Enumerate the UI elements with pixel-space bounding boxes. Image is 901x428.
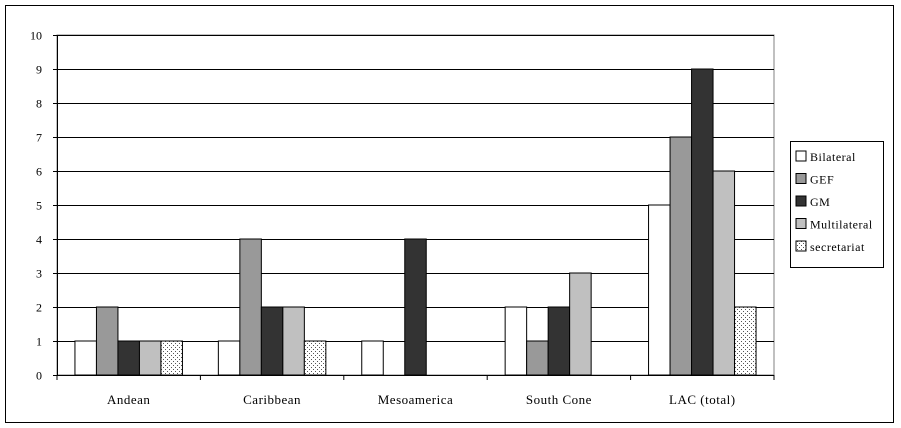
legend-label-secretariat: secretariat	[810, 240, 865, 254]
bar-multilateral-south-cone	[569, 272, 592, 376]
bar-gm-caribbean	[260, 306, 284, 376]
y-tick-label: 5	[36, 199, 42, 213]
bars	[74, 68, 757, 376]
bar-multilateral-lac-total	[712, 170, 736, 376]
legend-label-gef: GEF	[810, 173, 834, 187]
y-tick-label: 10	[30, 29, 42, 43]
bar-gef-south-cone	[526, 340, 549, 376]
legend-label-multilateral: Multilateral	[810, 218, 873, 232]
legend-swatch-gef	[795, 173, 807, 184]
legend-swatch-gm	[795, 195, 807, 207]
legend: Bilateral GEF GM Multilateral secretariat	[790, 141, 884, 268]
y-tick-label: 2	[36, 301, 42, 315]
y-tick-label: 7	[36, 131, 42, 145]
y-tick-label: 4	[36, 233, 42, 247]
legend-swatch-secretariat	[795, 240, 807, 252]
x-tick-label: South Cone	[526, 392, 592, 407]
y-tick-label: 1	[36, 335, 42, 349]
y-tick-label: 6	[36, 165, 42, 179]
y-tick-label: 3	[36, 267, 42, 281]
x-tick-label: Andean	[107, 392, 150, 407]
bar-gm-mesoamerica	[404, 238, 427, 376]
bar-bilateral-lac-total	[648, 204, 671, 376]
bar-secretariat-caribbean	[303, 340, 327, 376]
bar-bilateral-caribbean	[217, 340, 241, 376]
bar-secretariat-andean	[160, 340, 183, 376]
bar-gef-caribbean	[239, 238, 262, 376]
legend-swatch-bilateral	[795, 150, 807, 162]
bar-bilateral-andean	[74, 340, 97, 376]
legend-swatch-multilateral	[795, 218, 807, 229]
bar-multilateral-andean	[138, 340, 162, 376]
bar-gef-lac-total	[669, 136, 693, 376]
bar-bilateral-mesoamerica	[361, 340, 384, 376]
y-tick-label: 9	[36, 63, 42, 77]
x-tick-label: Mesoamerica	[378, 392, 454, 407]
bar-multilateral-caribbean	[282, 306, 305, 376]
legend-label-gm: GM	[810, 195, 830, 209]
x-tick-label: LAC (total)	[669, 392, 736, 407]
axes: 0 1 2 3 4 5 6 7 8 9 10 Andean Caribbean Mesoamerica So…	[30, 29, 775, 407]
bar-gef-andean	[95, 306, 119, 376]
x-tick-label: Caribbean	[243, 392, 301, 407]
bar-bilateral-south-cone	[504, 306, 528, 376]
bar-secretariat-lac-total	[734, 306, 757, 376]
bar-gm-andean	[117, 340, 140, 376]
bar-gm-lac-total	[691, 68, 714, 376]
bar-gm-south-cone	[547, 306, 571, 376]
y-tick-label: 8	[36, 97, 42, 111]
legend-label-bilateral: Bilateral	[810, 150, 856, 164]
y-tick-label: 0	[36, 369, 42, 383]
